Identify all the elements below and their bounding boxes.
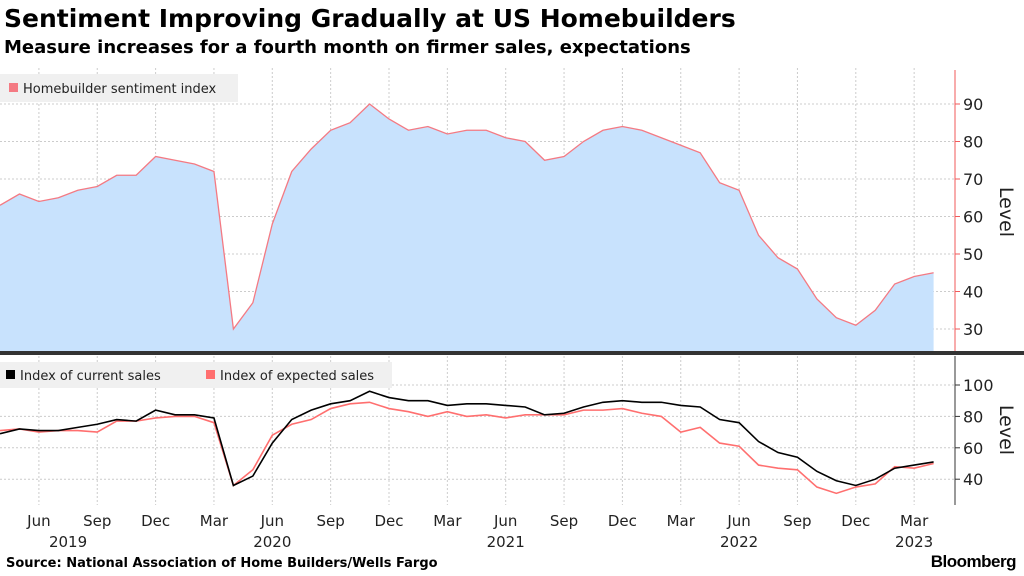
x-tick-label: Dec bbox=[608, 512, 637, 530]
x-tick-label: Jun bbox=[493, 512, 517, 530]
y-tick-label: 80 bbox=[963, 407, 983, 426]
panel-separator bbox=[0, 351, 1024, 355]
y-tick-label: 60 bbox=[963, 439, 983, 458]
source-note: Source: National Association of Home Bui… bbox=[6, 556, 438, 571]
x-tick-label: Sep bbox=[83, 512, 111, 530]
x-tick-label: Sep bbox=[550, 512, 578, 530]
current-sales-line bbox=[0, 390, 934, 487]
x-tick-label: Jun bbox=[726, 512, 750, 530]
y-tick-label: 70 bbox=[963, 170, 983, 189]
y-tick-label: 40 bbox=[963, 283, 983, 302]
legend-top bbox=[0, 74, 238, 102]
x-year-label: 2021 bbox=[487, 533, 525, 551]
y-tick-label: 80 bbox=[963, 133, 983, 152]
x-tick-label: Dec bbox=[141, 512, 170, 530]
x-tick-label: Dec bbox=[374, 512, 403, 530]
x-year-label: 2023 bbox=[895, 533, 933, 551]
y-tick-label: 90 bbox=[963, 95, 983, 114]
legend-bottom bbox=[0, 362, 392, 388]
x-tick-label: Sep bbox=[783, 512, 811, 530]
x-tick-label: Mar bbox=[200, 512, 229, 530]
x-tick-label: Dec bbox=[841, 512, 870, 530]
x-tick-label: Jun bbox=[260, 512, 284, 530]
bottom-y-axis-title: Level bbox=[995, 405, 1017, 455]
legend-label-current: Index of current sales bbox=[20, 369, 161, 384]
x-year-label: 2022 bbox=[720, 533, 758, 551]
bloomberg-logo: Bloomberg bbox=[930, 552, 1017, 571]
legend-label-expected: Index of expected sales bbox=[220, 369, 374, 384]
top-y-axis-title: Level bbox=[995, 187, 1017, 237]
sentiment-area bbox=[0, 104, 934, 352]
x-year-label: 2019 bbox=[49, 533, 87, 551]
x-tick-label: Mar bbox=[900, 512, 929, 530]
y-tick-label: 60 bbox=[963, 208, 983, 227]
y-tick-label: 30 bbox=[963, 320, 983, 339]
legend-label-sentiment: Homebuilder sentiment index bbox=[23, 82, 217, 97]
y-tick-label: 100 bbox=[963, 376, 994, 395]
chart-title: Sentiment Improving Gradually at US Home… bbox=[4, 4, 736, 33]
y-tick-label: 40 bbox=[963, 470, 983, 489]
x-tick-label: Mar bbox=[667, 512, 696, 530]
x-tick-label: Sep bbox=[317, 512, 345, 530]
legend-swatch-current bbox=[6, 370, 15, 379]
legend-swatch-expected bbox=[206, 370, 215, 379]
y-tick-label: 50 bbox=[963, 245, 983, 264]
legend-swatch-sentiment bbox=[9, 83, 18, 92]
x-tick-label: Mar bbox=[433, 512, 462, 530]
x-tick-label: Jun bbox=[26, 512, 50, 530]
chart-subtitle: Measure increases for a fourth month on … bbox=[4, 37, 691, 58]
x-year-label: 2020 bbox=[253, 533, 291, 551]
